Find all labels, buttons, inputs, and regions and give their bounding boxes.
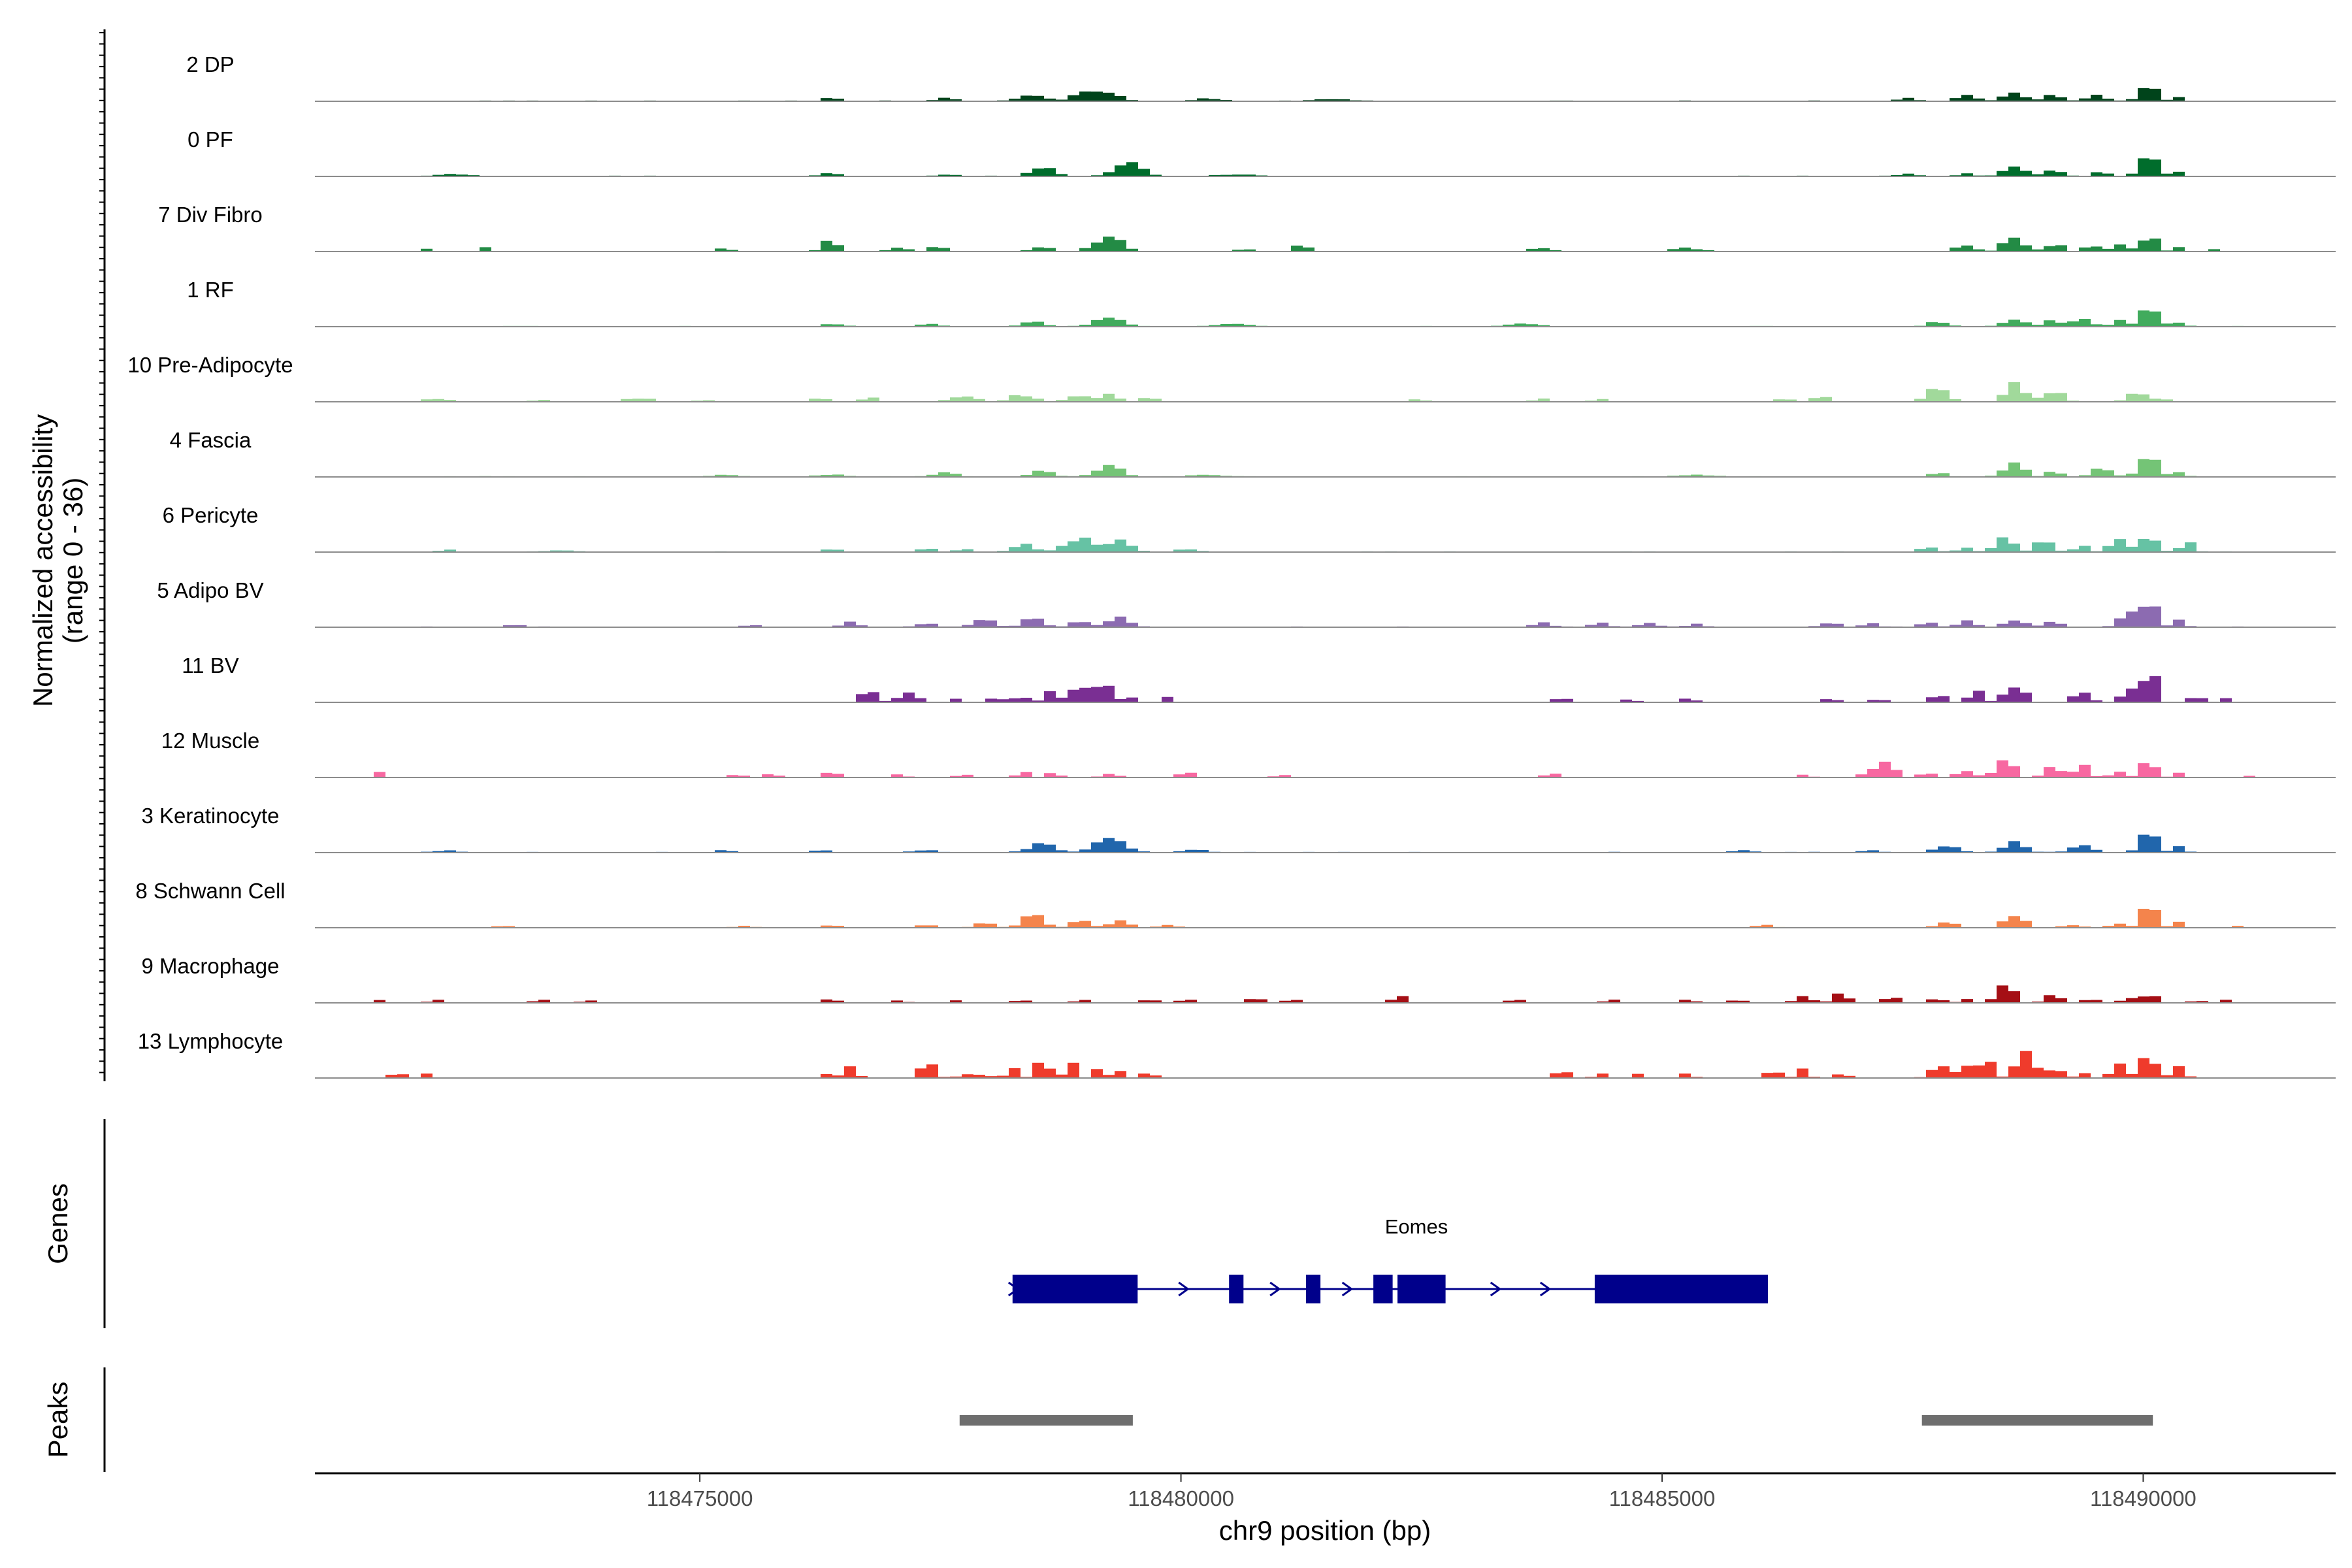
gene-exon <box>1012 1275 1138 1303</box>
track-10: 12 Muscle <box>161 728 2338 778</box>
coverage-area <box>315 1051 2338 1078</box>
x-tick-label: 118480000 <box>1128 1486 1234 1511</box>
peak-region <box>959 1415 1133 1426</box>
coverage-area <box>315 310 2338 327</box>
track-12: 8 Schwann Cell <box>135 879 2338 928</box>
track-label: 4 Fascia <box>170 428 252 452</box>
track-label: 2 DP <box>186 52 234 76</box>
x-axis-ticks: 118475000 118480000 118485000 118490000 <box>647 1473 2197 1511</box>
gene-label-eomes: Eomes <box>1385 1215 1448 1238</box>
track-7: 6 Pericyte <box>163 503 2338 553</box>
track-2: 0 PF <box>188 127 2338 177</box>
track-label: 10 Pre-Adipocyte <box>127 353 293 377</box>
coverage-area <box>315 237 2338 252</box>
track-label: 9 Macrophage <box>142 954 280 978</box>
track-14: 13 Lymphocyte <box>138 1029 2338 1079</box>
track-label: 13 Lymphocyte <box>138 1029 284 1053</box>
gene-exon <box>1229 1275 1244 1303</box>
track-1: 2 DP <box>186 52 2338 102</box>
coverage-area <box>315 88 2338 101</box>
coverage-tracks: 2 DP 0 PF 7 Div Fibro 1 RF 10 Pre-Adipocyte 4… <box>127 52 2338 1079</box>
x-tick-label: 118475000 <box>647 1486 753 1511</box>
track-label: 0 PF <box>188 127 233 152</box>
x-tick-label: 118485000 <box>1609 1486 1716 1511</box>
peak-region <box>1921 1415 2153 1426</box>
gene-model-eomes <box>1007 1275 1769 1303</box>
coverage-area <box>315 382 2338 402</box>
peaks-track-title: Peaks <box>42 1382 73 1458</box>
track-label: 11 BV <box>182 653 238 678</box>
strand-arrow <box>1178 1281 1190 1297</box>
strand-arrow <box>1539 1281 1552 1297</box>
track-5: 10 Pre-Adipocyte <box>127 353 2338 402</box>
gene-exon <box>1306 1275 1321 1303</box>
track-6: 4 Fascia <box>170 428 2338 478</box>
track-label: 3 Keratinocyte <box>142 804 280 828</box>
track-4: 1 RF <box>187 278 2338 327</box>
coverage-area <box>315 606 2338 627</box>
gene-exon <box>1373 1275 1393 1303</box>
track-label: 5 Adipo BV <box>157 578 263 602</box>
track-label: 8 Schwann Cell <box>135 879 285 903</box>
track-13: 9 Macrophage <box>142 954 2338 1004</box>
coverage-area <box>315 459 2338 477</box>
coverage-area <box>315 909 2338 928</box>
track-11: 3 Keratinocyte <box>142 804 2338 853</box>
y-axis-title-line2: (range 0 - 36) <box>57 478 88 644</box>
track-3: 7 Div Fibro <box>158 203 2338 252</box>
x-tick-label: 118490000 <box>2090 1486 2197 1511</box>
coverage-area <box>315 537 2338 552</box>
gene-exon <box>1397 1275 1446 1303</box>
coverage-area <box>315 834 2338 853</box>
track-8: 5 Adipo BV <box>157 578 2338 628</box>
coverage-area <box>315 158 2338 176</box>
x-axis-title: chr9 position (bp) <box>1219 1515 1431 1546</box>
track-label: 7 Div Fibro <box>158 203 263 227</box>
strand-arrow <box>1490 1281 1502 1297</box>
strand-arrow <box>1341 1281 1354 1297</box>
gene-exon <box>1594 1275 1768 1303</box>
coverage-area <box>315 985 2338 1003</box>
strand-arrow <box>1269 1281 1281 1297</box>
y-axis-title-line1: Normalized accessibility <box>27 414 58 707</box>
coverage-area <box>315 760 2338 777</box>
track-label: 1 RF <box>187 278 234 302</box>
track-label: 6 Pericyte <box>163 503 259 527</box>
genes-track-title: Genes <box>42 1183 73 1264</box>
track-9: 11 BV <box>182 653 2338 703</box>
coverage-area <box>315 676 2338 702</box>
track-label: 12 Muscle <box>161 728 259 753</box>
peak-regions <box>959 1415 2153 1426</box>
